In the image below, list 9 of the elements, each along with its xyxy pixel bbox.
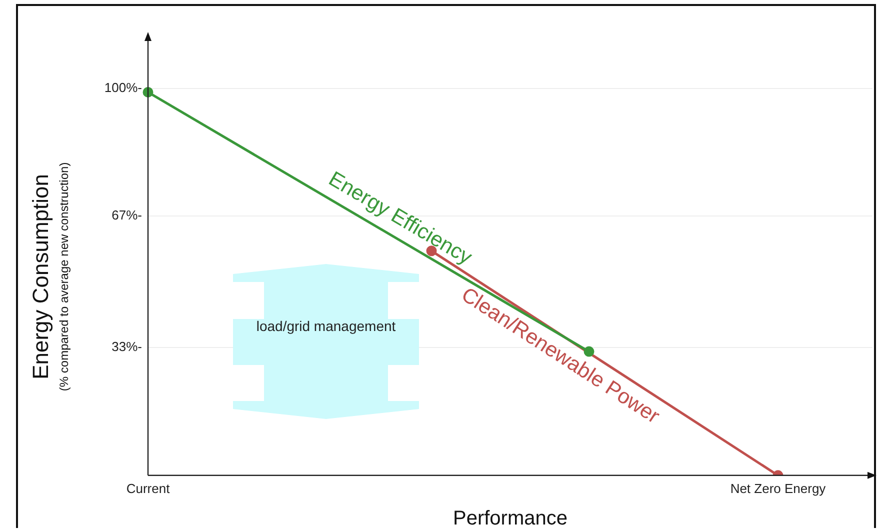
y-axis-title: Energy Consumption (% compared to average new construction) [28, 162, 71, 392]
y-tick-label: 100%- [104, 80, 142, 95]
annotation: load/grid management [255, 318, 397, 335]
point [142, 86, 154, 98]
y-tick-label: 67%- [112, 208, 142, 223]
x-tick-label: Current [126, 480, 170, 496]
x-axis-title: Performance [453, 508, 568, 530]
x-tick-label: Net Zero Energy [730, 480, 826, 496]
y-tick-label: 33%- [112, 339, 142, 354]
